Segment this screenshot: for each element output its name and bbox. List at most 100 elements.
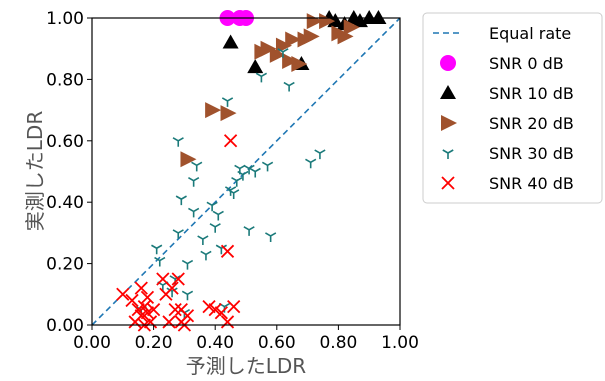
data-point [261, 161, 274, 172]
marker-shape [220, 105, 237, 122]
marker-shape [168, 303, 182, 317]
marker-shape [440, 55, 456, 71]
data-point [285, 31, 302, 48]
marker-shape [441, 115, 457, 131]
marker-shape [165, 281, 179, 295]
y-axis-label: 実測したLDR [23, 111, 47, 232]
legend-entry: Equal rate [433, 24, 571, 43]
data-point [291, 56, 308, 73]
marker-shape [249, 167, 261, 178]
marker-shape [237, 170, 249, 181]
x-tick-label: 0.60 [258, 333, 296, 353]
marker-shape [154, 256, 166, 267]
marker-shape [146, 303, 161, 317]
legend-entry: SNR 30 dB [442, 144, 574, 163]
marker-shape [125, 293, 139, 308]
data-point [319, 13, 336, 30]
data-point [214, 306, 228, 320]
y-tick-label: 0.80 [46, 70, 84, 90]
marker-shape [188, 207, 200, 218]
marker-shape [181, 259, 194, 270]
data-point [188, 177, 200, 187]
marker-shape [220, 244, 235, 258]
marker-shape [243, 226, 255, 236]
marker-shape [214, 306, 228, 320]
y-tick-label: 0.60 [46, 132, 84, 152]
marker-shape [283, 81, 295, 92]
data-point [282, 52, 299, 69]
data-point [237, 170, 249, 181]
data-point [255, 72, 268, 83]
data-point [260, 40, 277, 57]
marker-shape [220, 315, 235, 329]
x-tick-label: 0.80 [319, 333, 357, 353]
marker-shape [197, 235, 209, 246]
data-point [205, 102, 222, 119]
data-point [151, 244, 163, 255]
marker-shape [162, 315, 176, 329]
data-point [327, 13, 344, 28]
marker-shape [181, 290, 194, 301]
data-point [188, 207, 200, 218]
data-point [181, 290, 194, 301]
data-point [197, 235, 209, 246]
marker-shape [265, 232, 277, 242]
marker-shape [116, 287, 130, 301]
data-point [200, 250, 212, 261]
marker-shape [231, 177, 243, 187]
marker-shape [205, 102, 222, 119]
marker-shape [370, 10, 387, 24]
data-point [180, 151, 197, 168]
marker-shape [180, 309, 195, 323]
marker-shape [191, 161, 203, 172]
marker-shape [255, 72, 268, 83]
legend-label: SNR 10 dB [489, 84, 574, 103]
marker-shape [143, 315, 158, 329]
legend-marker [441, 176, 455, 190]
data-point [227, 299, 241, 314]
data-point [228, 189, 240, 199]
data-point [222, 34, 239, 49]
legend-marker [440, 85, 456, 99]
marker-shape [227, 299, 241, 314]
marker-shape [228, 189, 240, 199]
marker-shape [261, 161, 274, 172]
series-snr-40-db [116, 134, 241, 332]
x-tick-label: 0.20 [135, 333, 173, 353]
marker-shape [269, 46, 286, 63]
marker-shape [172, 229, 184, 239]
legend-entry: SNR 0 dB [440, 54, 564, 73]
equal-rate-line [91, 17, 401, 326]
legend-label: SNR 40 dB [489, 174, 574, 193]
y-tick-label: 0.20 [46, 255, 84, 275]
marker-shape [206, 201, 218, 212]
marker-shape [209, 223, 221, 233]
marker-shape [441, 176, 455, 190]
plot-frame [91, 17, 401, 326]
series-snr-20-db [180, 13, 360, 168]
marker-shape [277, 48, 289, 58]
data-point [172, 137, 184, 147]
marker-shape [188, 177, 200, 187]
data-point [212, 210, 224, 221]
data-point [305, 158, 317, 169]
legend: Equal rate SNR 0 dB SNR 10 dB SNR 20 dB SNR … [422, 12, 603, 204]
marker-shape [151, 244, 163, 255]
data-point [180, 309, 195, 323]
data-point [303, 28, 320, 45]
data-point [247, 59, 264, 74]
data-point [220, 105, 237, 122]
data-point [134, 281, 148, 295]
marker-shape [171, 272, 185, 286]
x-tick-label: 0.40 [196, 333, 234, 353]
legend-entry: SNR 40 dB [441, 174, 574, 193]
marker-shape [314, 149, 326, 160]
data-point [181, 259, 194, 270]
marker-shape [442, 149, 454, 159]
data-point [337, 28, 354, 45]
legend-label: Equal rate [489, 24, 571, 43]
data-point [162, 315, 176, 329]
legend-entry: SNR 20 dB [441, 114, 574, 133]
marker-shape [175, 195, 187, 206]
